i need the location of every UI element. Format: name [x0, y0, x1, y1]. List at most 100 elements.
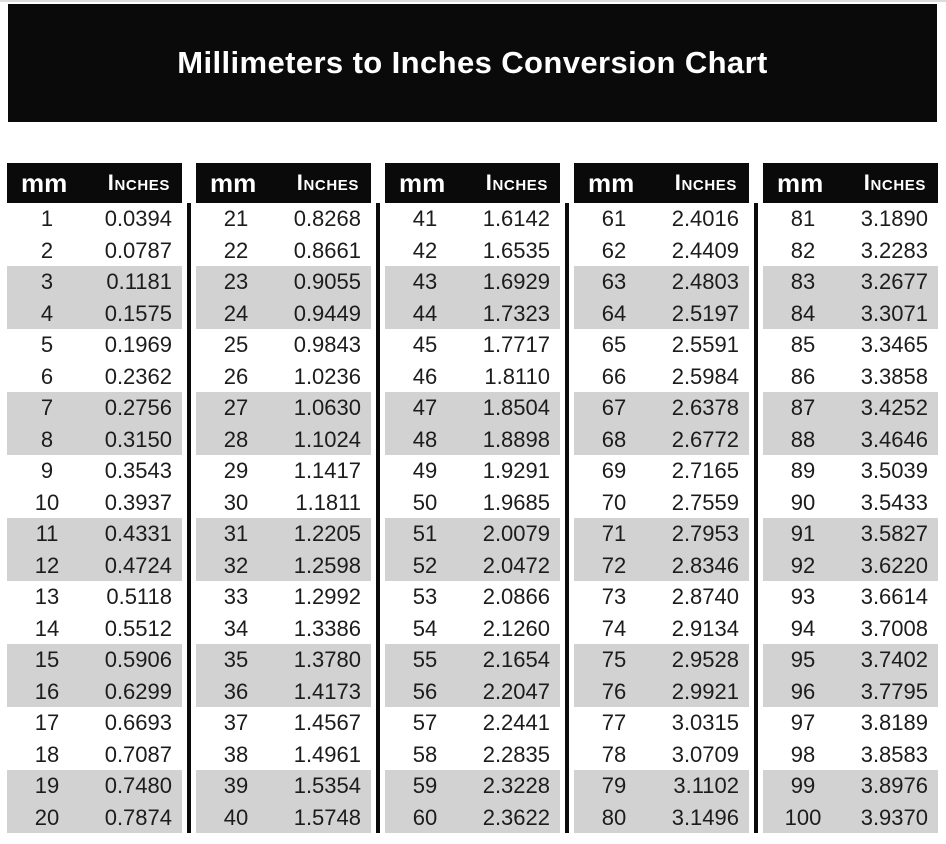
mm-value: 98 [790, 741, 816, 767]
table-row: 32 1.2598 [196, 549, 371, 581]
inches-value: 2.1654 [482, 647, 550, 672]
table-row: 55 2.1654 [385, 644, 560, 676]
inches-value: 2.5197 [671, 300, 739, 326]
mm-value: 72 [601, 552, 627, 578]
table-row: 98 3.8583 [763, 738, 938, 770]
mm-value: 36 [223, 678, 249, 704]
inches-value: 0.4724 [104, 552, 172, 578]
inches-value: 1.8110 [484, 363, 550, 389]
inches-value: 0.9843 [293, 332, 361, 357]
mm-value: 1 [40, 206, 54, 231]
table-row: 61 2.4016 [574, 203, 749, 235]
inches-value: 2.9528 [671, 647, 739, 672]
mm-value: 33 [223, 584, 249, 609]
table-row: 63 2.4803 [574, 266, 749, 298]
table-row: 8 0.3150 [7, 423, 182, 455]
inches-value: 0.2362 [104, 363, 172, 389]
mm-value: 82 [790, 237, 816, 263]
table-row: 7 0.2756 [7, 392, 182, 424]
inches-value: 2.0866 [482, 584, 550, 609]
mm-value: 96 [790, 678, 816, 704]
inches-value: 2.4409 [671, 237, 739, 263]
mm-value: 45 [412, 332, 438, 357]
mm-value: 91 [790, 521, 816, 546]
table-row: 17 0.6693 [7, 707, 182, 739]
mm-value: 55 [412, 647, 438, 672]
mm-value: 15 [34, 647, 60, 672]
table-row: 28 1.1024 [196, 423, 371, 455]
mm-value: 73 [601, 584, 627, 609]
inches-value: 3.7008 [860, 615, 928, 641]
inches-value: 0.6299 [104, 678, 172, 704]
table-block-header: mm Inches [196, 163, 371, 203]
mm-value: 13 [34, 584, 60, 609]
table-row: 43 1.6929 [385, 266, 560, 298]
table-row: 38 1.4961 [196, 738, 371, 770]
table-block: mm Inches 81 3.1890 82 3.2283 83 3.2677 84 3.3071… [763, 163, 938, 833]
inches-value: 0.6693 [104, 710, 172, 735]
table-row: 12 0.4724 [7, 549, 182, 581]
inches-value: 3.3071 [860, 300, 928, 326]
table-row: 96 3.7795 [763, 675, 938, 707]
table-row: 18 0.7087 [7, 738, 182, 770]
table-row: 99 3.8976 [763, 770, 938, 802]
inches-value: 3.2677 [860, 269, 928, 294]
block-gap [182, 163, 187, 164]
mm-value: 67 [601, 395, 627, 420]
mm-value: 88 [790, 426, 816, 452]
mm-value: 30 [223, 489, 249, 515]
table-row: 27 1.0630 [196, 392, 371, 424]
table-block-header: mm Inches [574, 163, 749, 203]
inches-value: 2.8346 [671, 552, 739, 578]
mm-column-header: mm [21, 168, 68, 198]
table-row: 59 2.3228 [385, 770, 560, 802]
mm-value: 8 [40, 426, 54, 452]
inches-value: 3.0709 [671, 741, 739, 767]
table-row: 70 2.7559 [574, 486, 749, 518]
inches-value: 0.0394 [104, 206, 172, 231]
mm-value: 61 [601, 206, 627, 231]
mm-value: 26 [223, 363, 249, 389]
mm-value: 25 [223, 332, 249, 357]
table-row: 40 1.5748 [196, 801, 371, 833]
table-row: 80 3.1496 [574, 801, 749, 833]
inches-value: 0.7087 [104, 741, 172, 767]
mm-value: 27 [223, 395, 249, 420]
mm-value: 64 [601, 300, 627, 326]
inches-value: 0.3543 [104, 458, 172, 483]
table-row: 77 3.0315 [574, 707, 749, 739]
table-row: 36 1.4173 [196, 675, 371, 707]
inches-column-header: Inches [107, 170, 170, 195]
table-row: 69 2.7165 [574, 455, 749, 487]
table-row: 2 0.0787 [7, 234, 182, 266]
mm-column-header: mm [399, 168, 446, 198]
mm-value: 54 [412, 615, 438, 641]
table-row: 15 0.5906 [7, 644, 182, 676]
mm-value: 16 [34, 678, 60, 704]
inches-value: 0.5906 [104, 647, 172, 672]
inches-value: 3.5827 [860, 521, 928, 546]
inches-value: 1.1417 [293, 458, 361, 483]
inches-value: 1.0236 [293, 363, 361, 389]
table-block-header: mm Inches [7, 163, 182, 203]
inches-value: 1.2598 [293, 552, 361, 578]
mm-value: 20 [34, 804, 60, 830]
inches-value: 3.6614 [860, 584, 928, 609]
mm-value: 74 [601, 615, 627, 641]
mm-value: 56 [412, 678, 438, 704]
inches-column-header: Inches [863, 170, 926, 195]
table-row: 66 2.5984 [574, 360, 749, 392]
mm-value: 39 [223, 773, 249, 798]
inches-value: 3.6220 [860, 552, 928, 578]
inches-value: 2.2047 [482, 678, 550, 704]
table-row: 5 0.1969 [7, 329, 182, 361]
inches-value: 1.3386 [293, 615, 361, 641]
mm-value: 63 [601, 269, 627, 294]
mm-value: 81 [790, 206, 816, 231]
table-row: 33 1.2992 [196, 581, 371, 613]
table-row: 39 1.5354 [196, 770, 371, 802]
page-top-edge [0, 0, 946, 2]
mm-value: 70 [601, 489, 627, 515]
inches-value: 1.3780 [293, 647, 361, 672]
mm-value: 69 [601, 458, 627, 483]
